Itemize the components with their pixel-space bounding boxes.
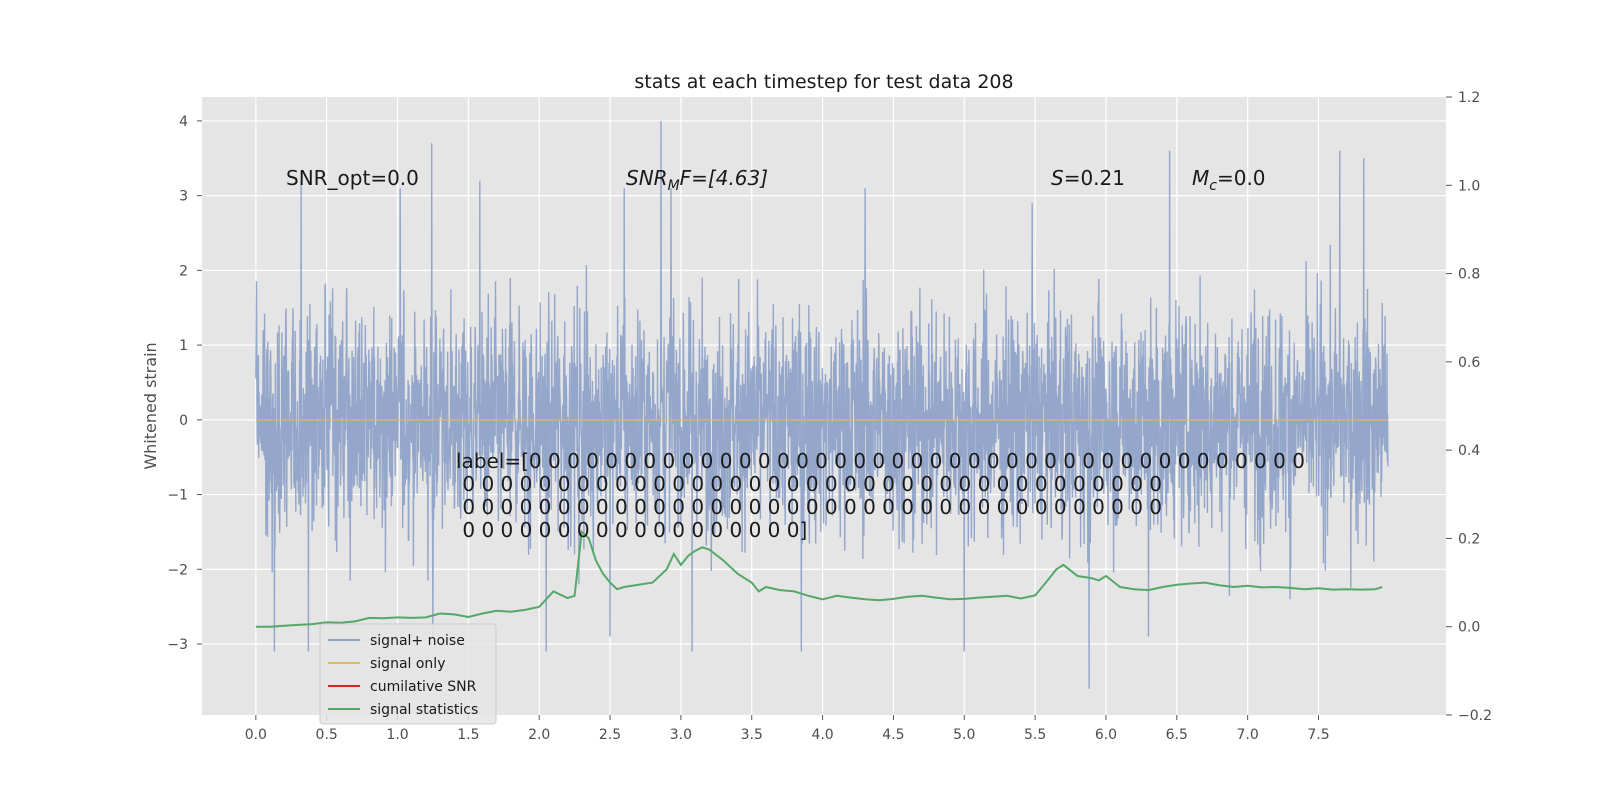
y2-tick-label: 0.4	[1458, 443, 1480, 459]
x-tick-label: 2.5	[599, 727, 621, 743]
annotation-mc-subscript: c	[1209, 178, 1217, 194]
y-tick-label: −2	[167, 562, 188, 578]
x-tick-label: 4.0	[811, 727, 833, 743]
y-tick-label: −3	[167, 637, 188, 653]
annotation-s-symbol: S	[1051, 166, 1064, 190]
legend-label-signal-noise: signal+ noise	[370, 633, 465, 649]
x-tick-label: 6.5	[1166, 727, 1188, 743]
y-axis-label: Whitened strain	[141, 342, 160, 469]
signal-noise-series	[255, 120, 1389, 689]
x-tick-label: 2.0	[528, 727, 550, 743]
y2-tick-label: 0.8	[1458, 267, 1480, 283]
y2-tick-label: 0.0	[1458, 620, 1480, 636]
x-tick-label: 0.5	[316, 727, 338, 743]
x-tick-label: 3.0	[670, 727, 692, 743]
annotation-snr-mf-symbol: SNR	[626, 166, 668, 190]
annotation-mc-value: =0.0	[1217, 166, 1266, 190]
y2-tick-label: 0.6	[1458, 355, 1480, 371]
label-line-1: label=[0 0 0 0 0 0 0 0 0 0 0 0 0 0 0 0 0…	[456, 449, 1305, 473]
chart-title: stats at each timestep for test data 208	[634, 71, 1013, 93]
y-tick-label: 3	[179, 189, 188, 205]
y-tick-label: 1	[179, 338, 188, 354]
x-tick-label: 7.5	[1307, 727, 1329, 743]
signal-statistics-series	[255, 529, 1383, 628]
legend: signal+ noise signal only cumilative SNR…	[319, 623, 497, 725]
label-annotation: label=[0 0 0 0 0 0 0 0 0 0 0 0 0 0 0 0 0…	[456, 449, 1305, 542]
annotation-mc: Mc=0.0	[1192, 166, 1266, 194]
y2-tick-label: 0.2	[1458, 531, 1480, 547]
legend-box	[319, 623, 497, 725]
annotation-snr-mf-subscript: M	[668, 178, 680, 194]
x-tick-label: 5.5	[1024, 727, 1046, 743]
legend-label-signal-only: signal only	[370, 656, 445, 672]
y-tick-label: −1	[167, 488, 188, 504]
x-tick-label: 1.0	[386, 727, 408, 743]
x-tick-label: 1.5	[457, 727, 479, 743]
legend-label-cumilative-snr: cumilative SNR	[370, 679, 477, 695]
annotation-s-value: =0.21	[1064, 166, 1125, 190]
y2-tick-label: 1.2	[1458, 90, 1480, 106]
x-tick-label: 7.0	[1237, 727, 1259, 743]
y-tick-label: 4	[179, 114, 188, 130]
y-tick-label: 2	[179, 263, 188, 279]
annotation-snr-opt: SNR_opt=0.0	[286, 166, 419, 190]
annotation-mc-symbol: M	[1192, 166, 1209, 190]
annotation-snr-mf: SNRMF=[4.63]	[626, 166, 768, 194]
annotation-snr-mf-value: F=[4.63]	[680, 166, 768, 190]
x-tick-label: 4.5	[882, 727, 904, 743]
signal-statistics-line	[255, 529, 1383, 628]
signal-noise-line	[255, 120, 1389, 689]
y2-tick-label: −0.2	[1458, 708, 1492, 724]
x-tick-label: 3.5	[741, 727, 763, 743]
x-tick-label: 0.0	[245, 727, 267, 743]
x-tick-label: 5.0	[953, 727, 975, 743]
legend-label-signal-statistics: signal statistics	[370, 702, 478, 718]
label-line-2: 0 0 0 0 0 0 0 0 0 0 0 0 0 0 0 0 0 0 0 0 …	[456, 472, 1162, 496]
y2-tick-label: 1.0	[1458, 178, 1480, 194]
annotation-s: S=0.21	[1051, 166, 1125, 190]
label-line-3: 0 0 0 0 0 0 0 0 0 0 0 0 0 0 0 0 0 0 0 0 …	[456, 495, 1162, 519]
y-tick-label: 0	[179, 413, 188, 429]
axis-ticks: 0.0 0.5 1.0 1.5 2.0 2.5 3.0 3.5 4.0 4.5 5.0 5.5 6.0 6…	[167, 90, 1492, 743]
x-tick-label: 6.0	[1095, 727, 1117, 743]
label-line-4: 0 0 0 0 0 0 0 0 0 0 0 0 0 0 0 0 0 0]	[456, 518, 807, 542]
